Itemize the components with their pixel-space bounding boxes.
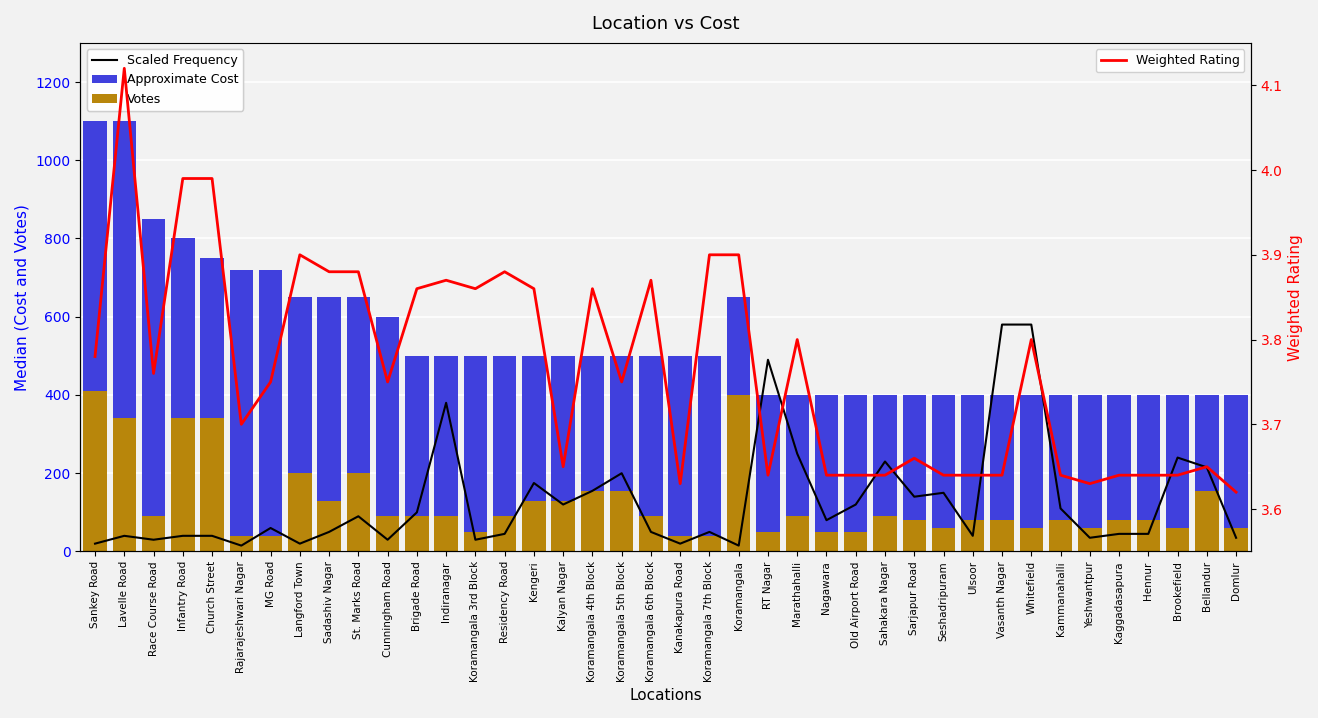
Bar <box>551 500 575 551</box>
Bar <box>142 516 165 551</box>
Bar <box>347 297 370 473</box>
Bar <box>728 297 750 551</box>
Bar <box>961 395 985 520</box>
Bar <box>1136 395 1160 520</box>
Bar <box>697 536 721 551</box>
Bar <box>171 419 195 551</box>
Bar <box>1166 395 1189 528</box>
Title: Location vs Cost: Location vs Cost <box>592 15 739 33</box>
Bar <box>757 395 780 532</box>
Bar <box>1078 528 1102 551</box>
Bar <box>1166 528 1189 551</box>
Bar <box>668 536 692 551</box>
Bar <box>493 356 517 516</box>
Bar <box>405 356 428 516</box>
Bar <box>961 520 985 551</box>
Bar <box>903 520 927 551</box>
Bar <box>874 395 896 516</box>
Bar <box>757 532 780 551</box>
Bar <box>844 532 867 551</box>
Bar <box>83 121 107 391</box>
Bar <box>318 297 341 500</box>
Bar <box>786 395 809 516</box>
Bar <box>668 356 692 536</box>
Bar <box>258 270 282 536</box>
Bar <box>1020 395 1043 528</box>
Bar <box>289 297 311 473</box>
Bar <box>229 270 253 536</box>
Bar <box>1195 395 1219 491</box>
Bar <box>990 395 1014 520</box>
Bar <box>551 356 575 500</box>
Y-axis label: Weighted Rating: Weighted Rating <box>1288 234 1304 360</box>
Bar <box>815 395 838 532</box>
Bar <box>112 419 136 551</box>
Bar <box>318 500 341 551</box>
Bar <box>1049 395 1073 520</box>
Bar <box>1136 520 1160 551</box>
Bar <box>639 356 663 516</box>
Bar <box>786 516 809 551</box>
Bar <box>142 219 165 516</box>
Bar <box>435 516 457 551</box>
Bar <box>990 520 1014 551</box>
Legend: Scaled Frequency, Approximate Cost, Votes: Scaled Frequency, Approximate Cost, Vote… <box>87 49 243 111</box>
Bar <box>932 395 956 528</box>
Bar <box>258 536 282 551</box>
Bar <box>639 516 663 551</box>
Bar <box>1107 395 1131 520</box>
Bar <box>610 491 634 551</box>
Bar <box>697 356 721 536</box>
Bar <box>376 317 399 516</box>
Bar <box>815 532 838 551</box>
Bar <box>289 473 311 551</box>
Bar <box>464 532 488 551</box>
Bar <box>903 395 927 520</box>
Bar <box>1195 491 1219 551</box>
Bar <box>405 516 428 551</box>
Bar <box>112 121 136 419</box>
Bar <box>200 258 224 419</box>
Bar <box>874 516 896 551</box>
X-axis label: Locations: Locations <box>629 688 702 703</box>
Bar <box>1078 395 1102 528</box>
Legend: Weighted Rating: Weighted Rating <box>1095 49 1244 72</box>
Bar <box>1049 520 1073 551</box>
Bar <box>844 395 867 532</box>
Bar <box>1107 520 1131 551</box>
Bar <box>932 528 956 551</box>
Bar <box>83 391 107 551</box>
Bar <box>464 356 488 532</box>
Bar <box>347 473 370 551</box>
Bar <box>435 356 457 516</box>
Bar <box>610 356 634 491</box>
Bar <box>581 491 604 551</box>
Bar <box>493 516 517 551</box>
Bar <box>1224 528 1248 551</box>
Bar <box>1224 395 1248 528</box>
Bar <box>1020 528 1043 551</box>
Bar <box>171 238 195 419</box>
Bar <box>522 356 546 500</box>
Bar <box>376 516 399 551</box>
Bar <box>728 297 750 395</box>
Bar <box>200 419 224 551</box>
Bar <box>581 356 604 491</box>
Bar <box>522 500 546 551</box>
Bar <box>229 536 253 551</box>
Y-axis label: Median (Cost and Votes): Median (Cost and Votes) <box>14 204 30 391</box>
